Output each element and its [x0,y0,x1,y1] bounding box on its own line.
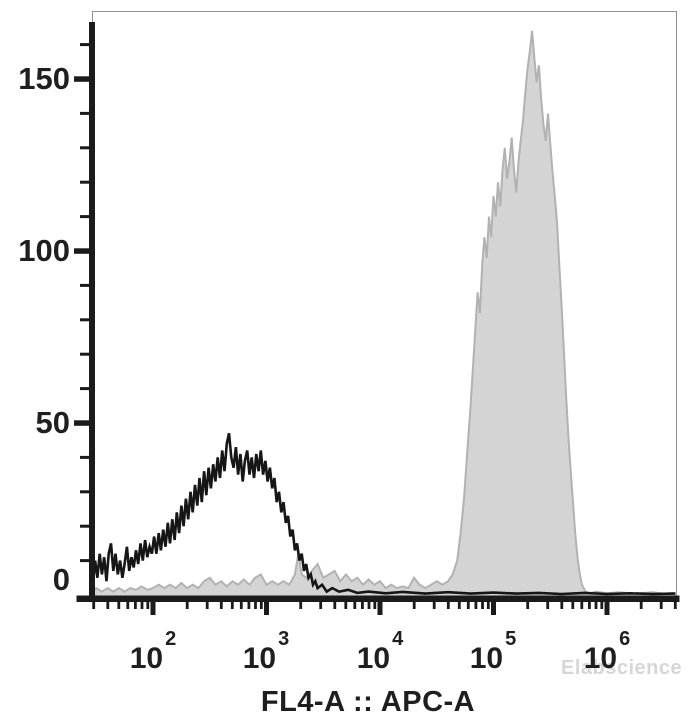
x-ticks [92,602,677,615]
x-tick-exp: 3 [278,628,290,650]
y-axis-line [89,22,95,602]
gray-filled-histogram [92,30,677,597]
x-tick-base: 10 [583,642,618,675]
x-tick-exp: 2 [165,628,177,650]
x-tick-exp: 6 [619,628,631,650]
x-tick-exp: 5 [505,628,517,650]
y-tick-label-150: 150 [18,61,70,96]
x-tick-label-1e6: 106 [567,629,647,675]
x-axis-line [76,595,680,602]
y-tick-label-50: 50 [35,405,70,440]
x-tick-base: 10 [469,642,504,675]
y-tick-label-100: 100 [18,233,70,268]
y-tick-label-0: 0 [52,562,70,597]
x-axis-title: FL4-A :: APC-A [260,686,476,718]
x-tick-label-1e4: 104 [340,629,420,675]
y-ticks [74,43,90,563]
x-tick-exp: 4 [392,628,404,650]
x-tick-base: 10 [242,642,277,675]
black-open-histogram [92,433,676,596]
x-tick-label-1e2: 102 [113,629,193,675]
histogram-plot [74,11,680,615]
x-tick-label-1e5: 105 [453,629,533,675]
watermark: Elabscience [561,657,683,679]
x-tick-label-1e3: 103 [226,629,306,675]
x-tick-base: 10 [129,642,164,675]
x-tick-base: 10 [356,642,391,675]
flow-histogram-figure: Elabscience 150 100 50 0 102 103 104 105… [18,11,683,718]
